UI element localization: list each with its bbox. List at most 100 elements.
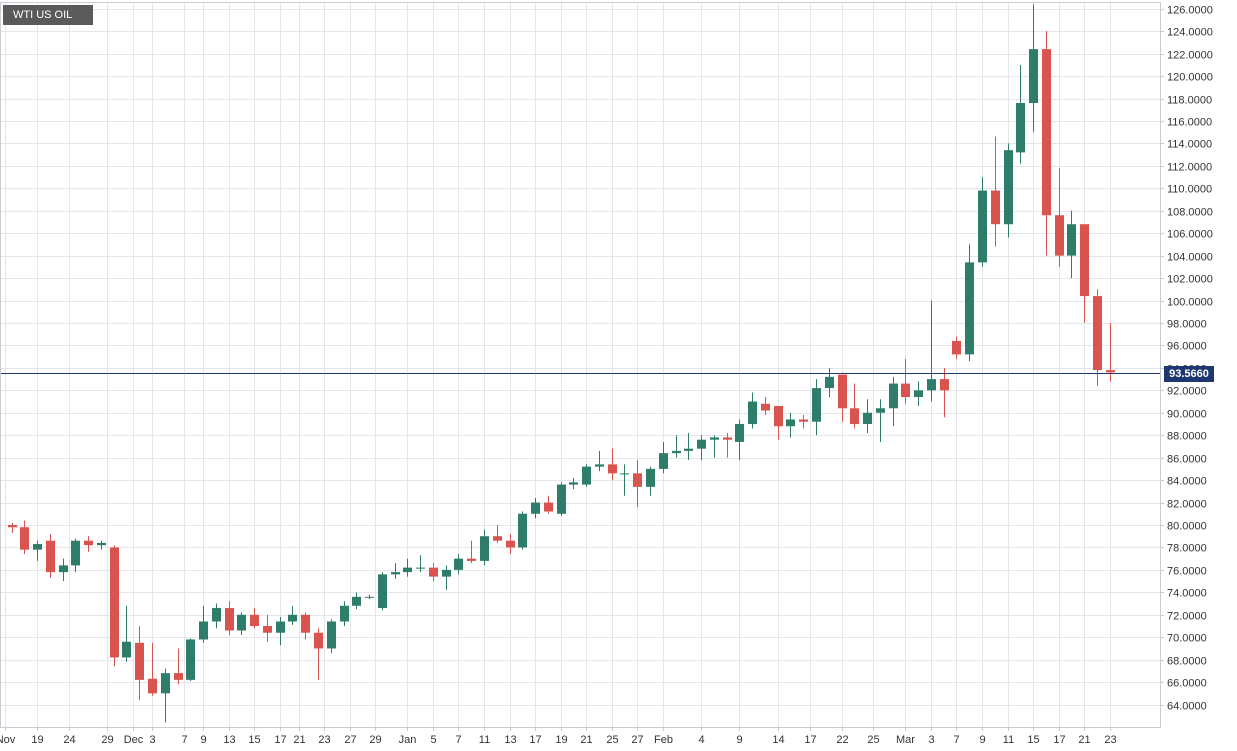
- candle-body: [429, 567, 438, 577]
- candle: [59, 558, 68, 582]
- x-tick-label: 15: [248, 734, 260, 746]
- candle: [161, 668, 170, 723]
- candle-body: [416, 567, 425, 569]
- candle-body: [825, 376, 834, 389]
- candle-body: [991, 190, 1000, 225]
- candle: [595, 450, 604, 472]
- x-tick-label: Nov: [0, 734, 16, 746]
- candle: [365, 594, 374, 600]
- y-tick-label: 74.0000: [1167, 588, 1207, 600]
- candle-body: [59, 565, 68, 573]
- x-tick-label: 19: [555, 734, 567, 746]
- candle-body: [493, 536, 502, 541]
- candle: [774, 406, 783, 440]
- y-tick-label: 72.0000: [1167, 611, 1207, 623]
- x-tick-label: 23: [318, 734, 330, 746]
- candle: [71, 538, 80, 573]
- candle: [697, 435, 706, 460]
- x-tick-label: 22: [836, 734, 848, 746]
- candle: [429, 563, 438, 582]
- y-tick-label: 124.0000: [1167, 27, 1213, 39]
- candle: [684, 432, 693, 460]
- candle-body: [84, 540, 93, 546]
- x-tick-label: 21: [580, 734, 592, 746]
- candle: [927, 300, 936, 402]
- candle-body: [786, 419, 795, 427]
- candle: [199, 605, 208, 643]
- candle-body: [544, 502, 553, 512]
- x-tick-label: 9: [979, 734, 985, 746]
- candle-body: [199, 621, 208, 640]
- candle-body: [327, 621, 336, 649]
- candle: [352, 592, 361, 610]
- y-tick-label: 88.0000: [1167, 431, 1207, 443]
- x-tick-label: 29: [369, 734, 381, 746]
- candle: [889, 376, 898, 427]
- y-tick-label: 78.0000: [1167, 543, 1207, 555]
- candle-body: [697, 439, 706, 449]
- candle: [340, 601, 349, 626]
- y-tick-label: 70.0000: [1167, 633, 1207, 645]
- x-tick-label: Dec: [124, 734, 144, 746]
- current-price-badge: 93.5660: [1164, 365, 1214, 382]
- candle: [314, 628, 323, 680]
- candle-body: [403, 567, 412, 573]
- candle: [225, 601, 234, 635]
- x-tick-label: 25: [867, 734, 879, 746]
- candle-body: [914, 390, 923, 398]
- candle: [442, 565, 451, 591]
- candle-body: [1080, 224, 1089, 297]
- candle: [838, 374, 847, 422]
- candle-body: [212, 608, 221, 622]
- candle-body: [557, 484, 566, 514]
- candle-body: [633, 473, 642, 487]
- plot-frame: [0, 2, 1161, 728]
- candle: [454, 554, 463, 575]
- candle: [991, 136, 1000, 247]
- x-tick-label: 17: [1053, 734, 1065, 746]
- candle-body: [1042, 49, 1051, 216]
- candle: [735, 419, 744, 460]
- candle: [659, 441, 668, 474]
- candle-body: [799, 419, 808, 422]
- candle-body: [225, 608, 234, 631]
- candle-body: [927, 379, 936, 391]
- candle-body: [812, 388, 821, 422]
- y-tick-label: 96.0000: [1167, 341, 1207, 353]
- candle-body: [1029, 49, 1038, 104]
- candle: [978, 177, 987, 267]
- candle: [812, 379, 821, 436]
- y-tick-label: 126.0000: [1167, 5, 1213, 17]
- axis-layer: 64.0000 66.0000 68.0000 70.0000 72.0000 74.00…: [0, 2, 1213, 746]
- candle-body: [340, 605, 349, 622]
- candle-body: [161, 673, 170, 694]
- y-tick-label: 118.0000: [1167, 95, 1212, 107]
- candle-body: [569, 482, 578, 485]
- candle: [518, 511, 527, 550]
- candle: [263, 614, 272, 642]
- candle: [557, 482, 566, 517]
- x-tick-label: 15: [1027, 734, 1039, 746]
- y-tick-label: 82.0000: [1167, 499, 1207, 511]
- candle-body: [608, 464, 617, 474]
- candle-body: [135, 642, 144, 680]
- candle-body: [1004, 150, 1013, 225]
- candle-body: [122, 641, 131, 658]
- candle: [110, 545, 119, 667]
- x-tick-label: 24: [63, 734, 75, 746]
- candle-body: [301, 614, 310, 633]
- candle-body: [952, 340, 961, 355]
- x-tick-label: 23: [1104, 734, 1116, 746]
- x-tick-label: 14: [772, 734, 784, 746]
- y-tick-label: 102.0000: [1167, 274, 1213, 286]
- candle: [748, 392, 757, 429]
- candle: [20, 520, 29, 555]
- candle-body: [378, 574, 387, 609]
- candle: [531, 498, 540, 519]
- candle: [493, 524, 502, 543]
- y-tick-label: 76.0000: [1167, 566, 1207, 578]
- candle: [1042, 31, 1051, 256]
- candle: [914, 381, 923, 407]
- candle: [761, 397, 770, 416]
